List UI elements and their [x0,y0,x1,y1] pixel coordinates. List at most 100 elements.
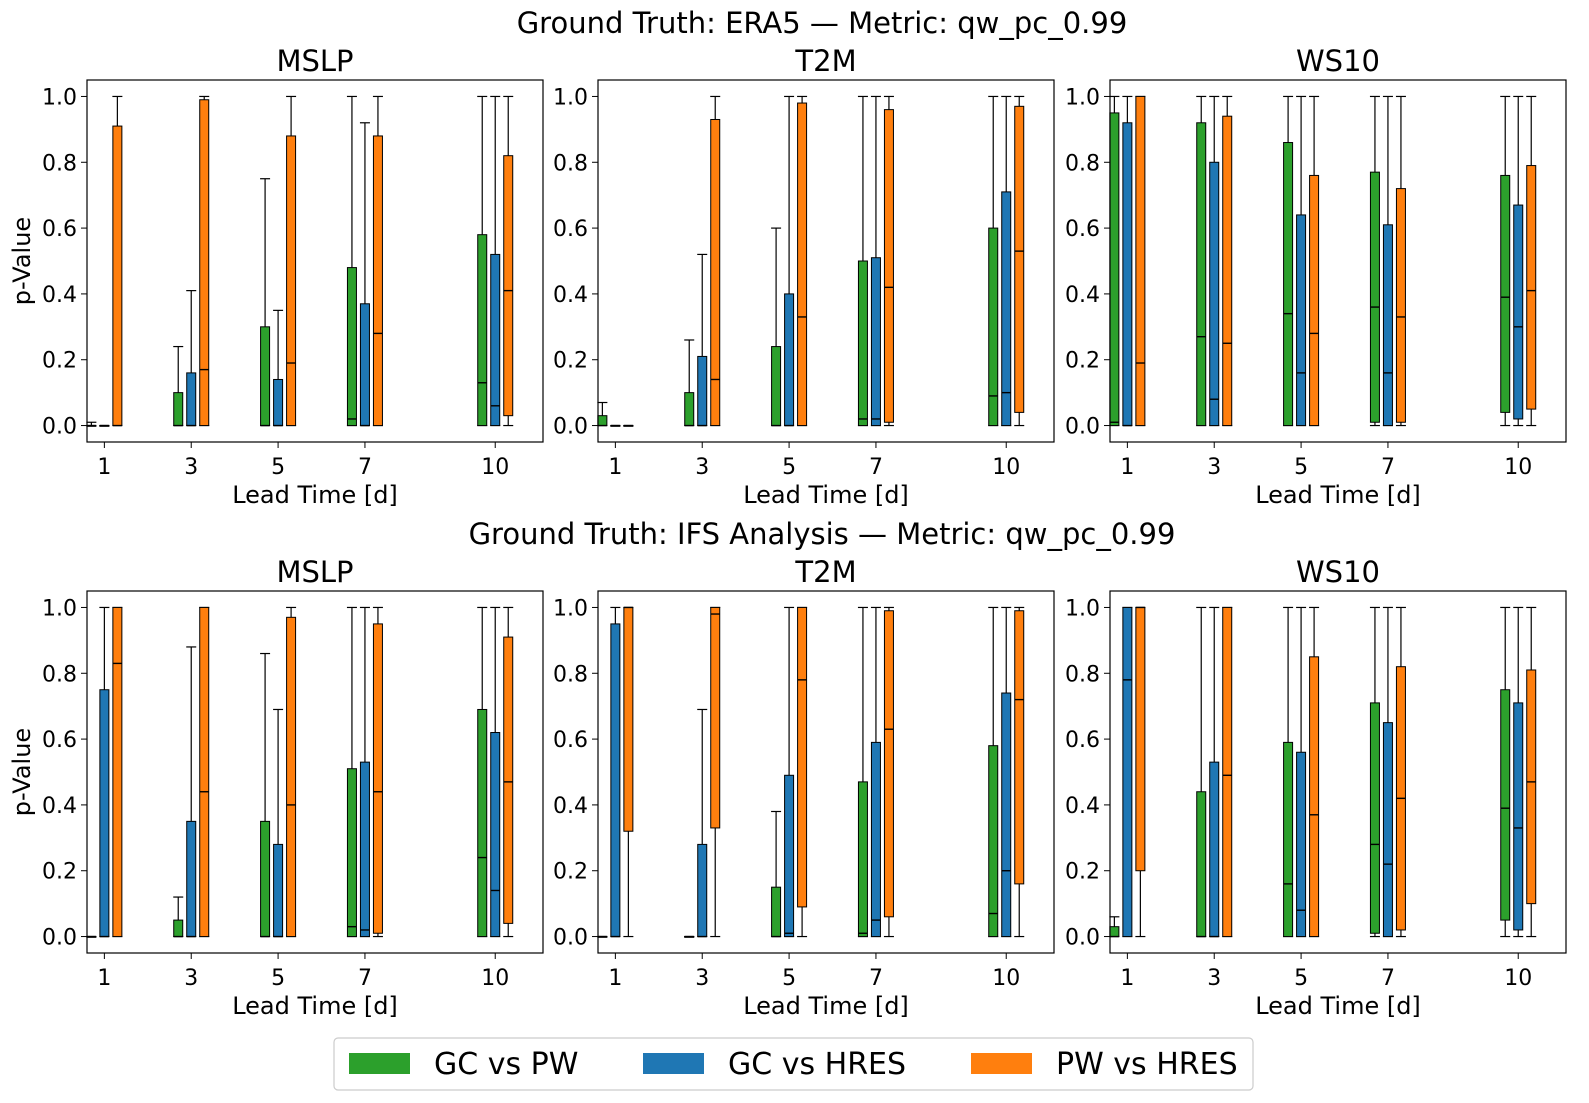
box-gc-vs-hres-3 [1209,606,1220,938]
box-iqr [186,372,197,427]
y-tick-label: 0.2 [42,349,77,374]
box-pw-vs-hres-7 [1395,95,1406,427]
box-iqr [883,109,894,423]
x-tick-label: 5 [782,455,796,480]
panel-title: T2M [794,44,856,78]
series-pw-vs-hres [112,606,514,938]
box-pw-vs-hres-7 [883,95,894,427]
box-iqr [1526,669,1537,905]
x-tick-label: 10 [481,455,509,480]
series-gc-vs-hres [610,95,1012,427]
box-pw-vs-hres-1 [623,424,634,427]
series-pw-vs-hres [623,95,1025,427]
box-gc-vs-hres-5 [784,606,795,938]
box-pw-vs-hres-7 [1395,606,1406,938]
x-tick-label: 1 [1120,455,1134,480]
box-iqr [1135,606,1146,872]
box-gc-vs-hres-7 [1382,606,1393,938]
x-axis-label: Lead Time [d] [743,481,909,509]
y-axis-label: p-Value [8,728,36,816]
x-tick-label: 5 [271,455,285,480]
box-iqr [797,606,808,908]
x-tick-label: 7 [869,966,883,991]
box-pw-vs-hres-5 [1309,606,1320,938]
box-iqr [359,303,370,427]
box-pw-vs-hres-7 [883,606,894,938]
box-iqr [684,392,695,427]
series-gc-vs-pw [86,95,488,427]
axes-frame [1109,79,1567,443]
x-tick-label: 10 [1504,966,1532,991]
y-tick-label: 1.0 [42,85,77,110]
x-tick-label: 7 [1381,966,1395,991]
y-tick-label: 0.0 [553,926,588,951]
y-tick-label: 0.8 [1065,151,1100,176]
box-iqr [1500,174,1511,413]
series-gc-vs-hres [1122,606,1524,938]
y-tick-label: 0.4 [42,283,77,308]
series-gc-vs-pw [86,606,488,938]
x-tick-label: 1 [97,966,111,991]
box-iqr [1283,741,1294,938]
box-iqr [697,843,708,938]
y-tick-label: 0.8 [42,151,77,176]
box-gc-vs-pw-3 [173,896,184,938]
series-gc-vs-hres [610,606,1012,938]
y-tick-label: 0.6 [1065,217,1100,242]
x-tick-label: 7 [358,455,372,480]
box-gc-vs-hres-7 [870,606,881,938]
y-axis-label: p-Value [8,217,36,305]
box-pw-vs-hres-1 [1135,95,1146,427]
box-pw-vs-hres-5 [797,606,808,938]
y-tick-label: 1.0 [1065,596,1100,621]
legend-item-gc-vs-hres: GC vs HRES [643,1047,906,1082]
box-pw-vs-hres-10 [1014,606,1025,938]
box-iqr [797,102,808,427]
y-tick-label: 0.2 [553,349,588,374]
box-pw-vs-hres-10 [1526,606,1537,938]
panel-title: WS10 [1296,555,1380,589]
box-gc-vs-hres-1 [1122,95,1133,427]
x-tick-label: 5 [1294,455,1308,480]
x-tick-label: 3 [184,966,198,991]
series-gc-vs-pw [1109,606,1511,938]
box-pw-vs-hres-5 [286,95,297,427]
box-iqr [710,118,721,427]
box-gc-vs-pw-1 [1109,95,1120,427]
box-iqr [1109,112,1120,427]
box-iqr [199,606,210,938]
box-gc-vs-pw-1 [86,935,97,938]
box-iqr [870,741,881,938]
panel-1-2-ws10: WS10 0.0 0.2 0.4 0.6 0.8 1.0 1 3 5 7 10 Lead Time [d… [1065,555,1567,1020]
series-pw-vs-hres [623,606,1025,938]
box-gc-vs-hres-7 [870,95,881,427]
x-tick-label: 3 [695,966,709,991]
box-gc-vs-pw-3 [1196,606,1207,938]
box-gc-vs-pw-5 [260,178,271,427]
box-iqr [199,99,210,427]
box-iqr [870,257,881,427]
legend-label: GC vs HRES [728,1047,906,1082]
box-iqr [771,346,782,427]
box-iqr [857,260,868,427]
box-iqr [372,623,383,934]
series-gc-vs-pw [597,606,999,938]
box-pw-vs-hres-5 [286,606,297,938]
box-gc-vs-hres-3 [186,646,197,938]
box-iqr [1369,171,1380,423]
box-gc-vs-pw-3 [684,339,695,427]
panel-1-1-t2m: T2M 0.0 0.2 0.4 0.6 0.8 1.0 1 3 5 7 10 Lead Time [d] [553,555,1055,1020]
box-gc-vs-hres-1 [610,424,621,427]
box-iqr [503,155,514,417]
box-iqr [1196,791,1207,938]
box-iqr [1283,142,1294,427]
box-gc-vs-hres-3 [186,290,197,427]
box-gc-vs-hres-10 [1513,95,1524,427]
box-iqr [477,234,488,427]
x-tick-label: 3 [1207,966,1221,991]
box-iqr [112,606,123,938]
box-iqr [771,886,782,938]
box-pw-vs-hres-7 [372,606,383,938]
legend-swatch [349,1053,410,1074]
x-axis-label: Lead Time [d] [232,992,398,1020]
